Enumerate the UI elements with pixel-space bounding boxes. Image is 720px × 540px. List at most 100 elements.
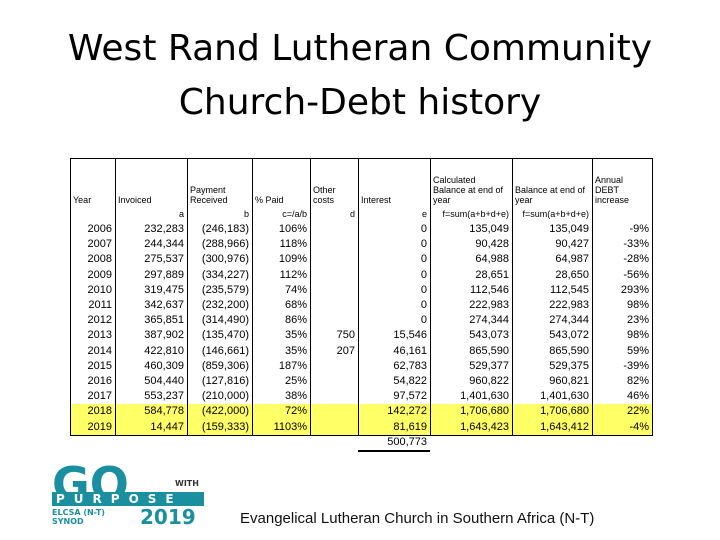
value-cell: 460,309: [144, 359, 184, 372]
year-cell: 2006: [87, 223, 112, 235]
value-cell: 187%: [278, 359, 307, 372]
value-cell: (146,661): [201, 344, 249, 357]
value-cell: 62,783: [393, 359, 427, 372]
value-cell: -39%: [623, 359, 649, 372]
value-cell: 297,889: [144, 268, 184, 281]
column-subheader: b: [243, 209, 249, 219]
value-cell: 35%: [284, 344, 307, 357]
value-cell: 64,988: [475, 253, 509, 266]
year-cell: 2009: [87, 268, 112, 281]
header-text: % Paid: [255, 195, 284, 205]
value-cell: 222,983: [469, 299, 509, 311]
value-cell: 365,851: [144, 314, 184, 327]
column-header: Calculated Balance at end of year: [430, 158, 512, 205]
value-cell: 135,049: [469, 223, 509, 235]
value-cell: 0: [420, 283, 427, 296]
value-cell: (232,200): [201, 299, 249, 311]
footer-text: Evangelical Lutheran Church in Southern …: [240, 510, 595, 527]
value-cell: 28,651: [475, 268, 509, 281]
value-cell: 1,401,630: [540, 390, 589, 403]
value-cell: 22%: [626, 405, 649, 418]
value-cell: 81,619: [393, 420, 427, 433]
value-cell: 529,375: [549, 359, 589, 372]
value-cell: 106%: [278, 223, 307, 235]
column-subheader: c=/a/b: [282, 209, 307, 219]
column-subheader: f=sum(a+b+d+e): [522, 209, 589, 219]
column-border: [430, 158, 431, 435]
column-header: Payment Received: [187, 158, 252, 205]
year-cell: 2019: [87, 420, 112, 433]
value-cell: 960,821: [549, 375, 589, 387]
header-text: Payment Received: [190, 185, 228, 205]
column-border: [512, 158, 513, 435]
year-cell: 2014: [87, 344, 112, 357]
value-cell: 54,822: [393, 375, 427, 387]
value-cell: 865,590: [469, 344, 509, 357]
value-cell: 64,987: [555, 253, 589, 266]
value-cell: 207: [336, 344, 355, 357]
value-cell: 1,706,680: [460, 405, 509, 418]
column-header: Interest: [358, 158, 430, 205]
logo-with: WITH: [175, 479, 199, 488]
year-cell: 2012: [87, 314, 112, 327]
value-cell: 109%: [278, 253, 307, 266]
column-header: Year: [70, 158, 115, 205]
value-cell: 98%: [626, 329, 649, 342]
column-border: [252, 158, 253, 435]
value-cell: 74%: [284, 283, 307, 296]
value-cell: (159,333): [201, 420, 249, 433]
value-cell: 529,377: [469, 359, 509, 372]
year-cell: 2007: [87, 238, 112, 251]
column-border: [592, 158, 593, 435]
value-cell: 0: [420, 223, 427, 235]
value-cell: 504,440: [144, 375, 184, 387]
value-cell: 274,344: [549, 314, 589, 327]
value-cell: (314,490): [201, 314, 249, 327]
value-cell: 750: [336, 329, 355, 342]
value-cell: 59%: [626, 344, 649, 357]
value-cell: 23%: [626, 314, 649, 327]
value-cell: 543,072: [549, 329, 589, 342]
year-cell: 2013: [87, 329, 112, 342]
row-highlight: [70, 419, 652, 435]
value-cell: 86%: [284, 314, 307, 327]
value-cell: 118%: [279, 238, 307, 251]
value-cell: 82%: [626, 375, 649, 387]
value-cell: -9%: [629, 223, 649, 235]
column-border: [115, 158, 116, 435]
value-cell: 98%: [626, 299, 649, 311]
value-cell: (422,000): [201, 405, 249, 418]
row-highlight: [70, 404, 652, 420]
value-cell: 232,283: [144, 223, 184, 235]
value-cell: 1103%: [273, 420, 307, 433]
value-cell: 90,428: [475, 238, 509, 251]
year-cell: 2010: [87, 283, 112, 296]
value-cell: (135,470): [201, 329, 249, 342]
column-border: [70, 158, 71, 435]
value-cell: -56%: [623, 268, 649, 281]
value-cell: 28,650: [555, 268, 589, 281]
header-text: Year: [73, 195, 92, 205]
value-cell: 112,545: [550, 283, 589, 296]
header-text: Annual DEBT increase: [595, 175, 630, 205]
logo: GO WITH PURPOSE ELCSA (N-T) SYNOD 2019: [52, 458, 204, 528]
value-cell: -28%: [623, 253, 649, 266]
value-cell: 960,822: [469, 375, 509, 387]
logo-band: [52, 492, 204, 506]
value-cell: (859,306): [201, 359, 249, 372]
column-border: [652, 158, 653, 435]
value-cell: (127,816): [201, 375, 249, 387]
value-cell: 1,706,680: [540, 405, 589, 418]
year-cell: 2011: [88, 299, 112, 311]
table-border: [70, 434, 653, 436]
value-cell: 135,049: [549, 223, 589, 235]
value-cell: (288,966): [201, 238, 249, 251]
logo-org: ELCSA (N-T): [52, 508, 105, 517]
header-text: Other costs: [313, 185, 336, 205]
value-cell: 865,590: [549, 344, 589, 357]
slide-title: West Rand Lutheran Community Church-Debt…: [67, 28, 653, 123]
logo-purpose: PURPOSE: [56, 492, 183, 506]
value-cell: 422,810: [144, 344, 184, 357]
value-cell: 46%: [626, 390, 649, 403]
column-header: % Paid: [252, 158, 310, 205]
